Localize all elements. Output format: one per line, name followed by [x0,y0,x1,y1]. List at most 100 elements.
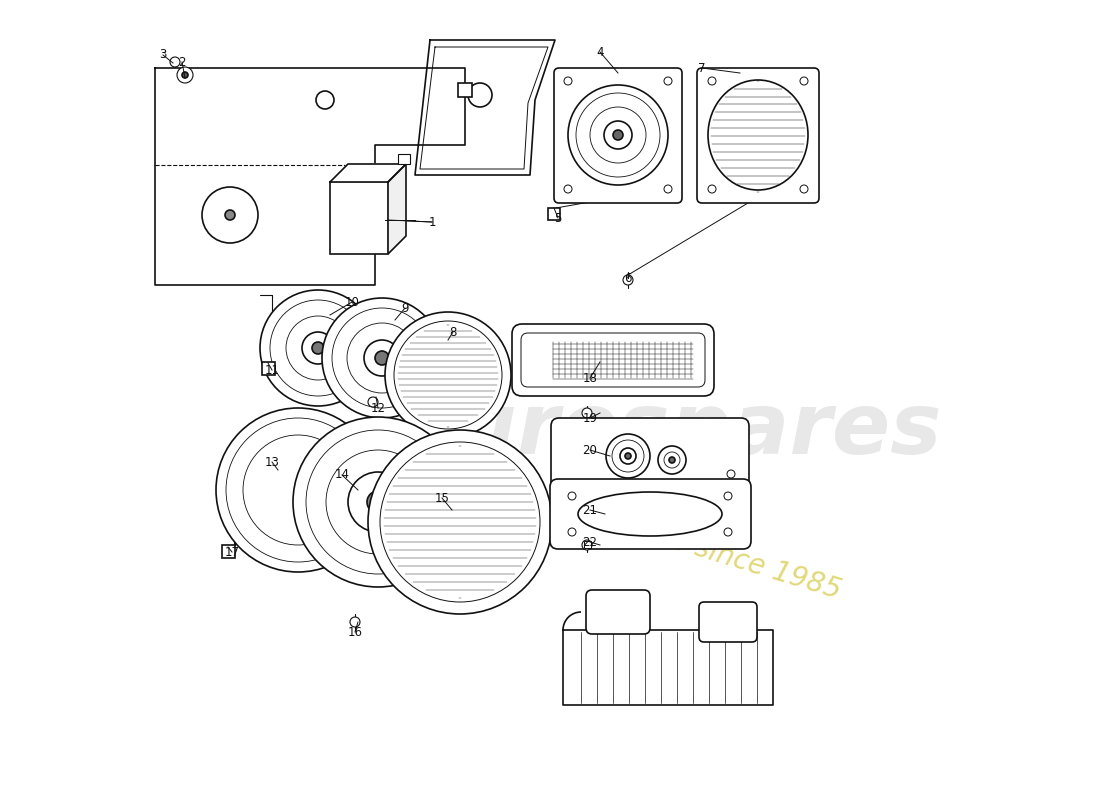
Text: 14: 14 [334,469,350,482]
Circle shape [226,210,235,220]
Circle shape [182,72,188,78]
Ellipse shape [578,492,722,536]
Text: 17: 17 [224,546,240,558]
Circle shape [727,470,735,478]
Circle shape [312,342,324,354]
Circle shape [708,77,716,85]
Bar [458,83,472,97]
Text: 21: 21 [583,503,597,517]
Polygon shape [330,164,406,182]
FancyBboxPatch shape [586,590,650,634]
Circle shape [800,77,808,85]
Circle shape [568,492,576,500]
Circle shape [612,440,643,472]
FancyBboxPatch shape [512,324,714,396]
Text: 18: 18 [583,371,597,385]
Circle shape [664,77,672,85]
Circle shape [658,446,686,474]
FancyBboxPatch shape [554,68,682,203]
Bar [548,208,560,220]
Circle shape [564,185,572,193]
Circle shape [664,185,672,193]
Circle shape [216,408,379,572]
Text: 19: 19 [583,411,597,425]
Circle shape [293,417,463,587]
Circle shape [582,540,592,550]
FancyBboxPatch shape [550,479,751,549]
Circle shape [348,472,408,532]
Text: 22: 22 [583,535,597,549]
Circle shape [375,351,389,365]
Circle shape [177,67,192,83]
FancyBboxPatch shape [697,68,820,203]
Circle shape [243,435,353,545]
Circle shape [260,290,376,406]
Text: 9: 9 [402,302,409,314]
Text: 10: 10 [344,295,360,309]
Circle shape [270,300,366,396]
Circle shape [620,448,636,464]
Circle shape [322,298,442,418]
Text: 13: 13 [265,455,279,469]
Circle shape [576,93,660,177]
Circle shape [332,308,432,408]
Circle shape [368,430,552,614]
Circle shape [394,321,502,429]
Circle shape [364,340,400,376]
Circle shape [350,617,360,627]
Circle shape [800,185,808,193]
Circle shape [623,275,632,285]
Circle shape [724,528,732,536]
Bar [584,541,591,548]
Circle shape [302,332,334,364]
Circle shape [368,397,378,407]
Circle shape [316,91,334,109]
Polygon shape [388,164,406,254]
Circle shape [286,316,350,380]
FancyBboxPatch shape [551,418,749,492]
Text: 20: 20 [583,443,597,457]
Text: 8: 8 [449,326,456,338]
FancyBboxPatch shape [698,602,757,642]
Text: 4: 4 [596,46,604,58]
Bar [330,182,388,254]
Text: 16: 16 [348,626,363,638]
Circle shape [582,408,592,418]
FancyBboxPatch shape [521,333,705,387]
Text: 15: 15 [434,491,450,505]
Text: 1: 1 [428,215,436,229]
Circle shape [202,187,258,243]
Bar [398,154,410,164]
Circle shape [568,85,668,185]
Circle shape [625,453,631,459]
Circle shape [664,452,680,468]
Text: 3: 3 [160,49,167,62]
Circle shape [708,185,716,193]
Circle shape [564,77,572,85]
Text: 11: 11 [264,363,279,377]
Bar [222,545,235,558]
Circle shape [604,121,632,149]
Circle shape [669,457,675,463]
Circle shape [326,450,430,554]
Circle shape [306,430,450,574]
Circle shape [385,312,512,438]
Circle shape [724,492,732,500]
Ellipse shape [708,80,808,190]
Circle shape [590,107,646,163]
Circle shape [346,323,417,393]
Circle shape [226,418,370,562]
Circle shape [379,442,540,602]
Circle shape [613,130,623,140]
Text: eurospares: eurospares [398,389,943,471]
Text: 7: 7 [698,62,706,74]
Text: a passion for parts since 1985: a passion for parts since 1985 [436,455,845,605]
Circle shape [468,83,492,107]
Text: 6: 6 [625,271,631,285]
Circle shape [170,57,180,67]
Text: 5: 5 [554,211,562,225]
Circle shape [606,434,650,478]
Bar [262,362,275,375]
Circle shape [568,528,576,536]
Text: 12: 12 [371,402,385,414]
